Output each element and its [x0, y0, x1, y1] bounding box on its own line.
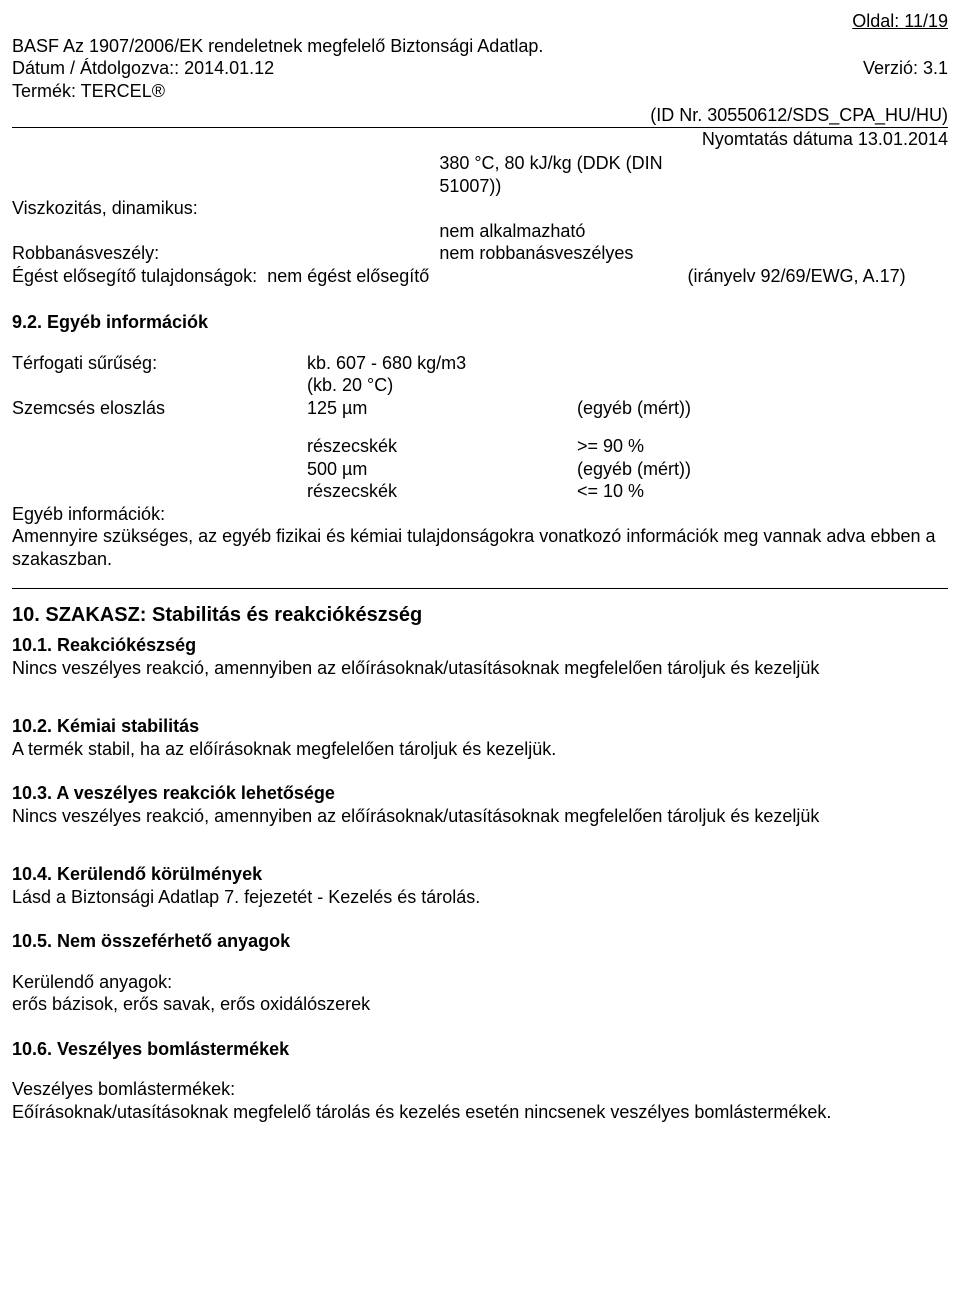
- header-company-line: BASF Az 1907/2006/EK rendeletnek megfele…: [12, 35, 948, 58]
- particle-row2-b: (egyéb (mért)): [577, 458, 877, 481]
- section-separator: [12, 588, 948, 589]
- bulk-density-value2: (kb. 20 °C): [307, 374, 577, 397]
- section-10-5-label: Kerülendő anyagok:: [12, 971, 948, 994]
- spacer: [12, 435, 307, 458]
- particle-row1-b: >= 90 %: [577, 435, 877, 458]
- section-10-4-heading: 10.4. Kerülendő körülmények: [12, 863, 948, 886]
- other-info-label: Egyéb információk:: [12, 503, 948, 526]
- spacer: [688, 152, 949, 197]
- spacer: [12, 480, 307, 503]
- explosion-label: Robbanásveszély:: [12, 242, 439, 265]
- bulk-density-value1: kb. 607 - 680 kg/m3: [307, 352, 577, 375]
- particle-dist-v1: 125 µm: [307, 397, 577, 420]
- section-10-6-label: Veszélyes bomlástermékek:: [12, 1078, 948, 1101]
- section-10-3-heading: 10.3. A veszélyes reakciók lehetősége: [12, 782, 948, 805]
- spacer: [439, 265, 687, 288]
- bulk-density-label: Térfogati sűrűség:: [12, 352, 307, 375]
- header-print-date: Nyomtatás dátuma 13.01.2014: [12, 128, 948, 151]
- other-info-text: Amennyire szükséges, az egyéb fizikai és…: [12, 525, 948, 570]
- page-number: Oldal: 11/19: [12, 10, 948, 33]
- spacer: [577, 352, 877, 375]
- section-10-2-heading: 10.2. Kémiai stabilitás: [12, 715, 948, 738]
- oxidizing-ref: (irányelv 92/69/EWG, A.17): [688, 265, 949, 288]
- particle-dist-ref1: (egyéb (mért)): [577, 397, 877, 420]
- header-version: Verzió: 3.1: [863, 57, 948, 80]
- explosion-value: nem robbanásveszélyes: [439, 242, 687, 265]
- ddk-value: 380 °C, 80 kJ/kg (DDK (DIN 51007)): [439, 152, 687, 197]
- section-10-5-heading: 10.5. Nem összeférhető anyagok: [12, 930, 948, 953]
- viscosity-value: nem alkalmazható: [439, 220, 687, 243]
- oxidizing-label: Égést elősegítő tulajdonságok:: [12, 266, 257, 286]
- section-10-1-heading: 10.1. Reakciókészség: [12, 634, 948, 657]
- particle-row1-a: részecskék: [307, 435, 577, 458]
- section-10-title: 10. SZAKASZ: Stabilitás és reakciókészsé…: [12, 603, 948, 628]
- particle-dist-label: Szemcsés eloszlás: [12, 397, 307, 420]
- section-10-6-heading: 10.6. Veszélyes bomlástermékek: [12, 1038, 948, 1061]
- spacer: [12, 152, 439, 197]
- header-date: Dátum / Átdolgozva:: 2014.01.12: [12, 57, 274, 80]
- spacer: [12, 374, 307, 397]
- particle-row3-a: részecskék: [307, 480, 577, 503]
- section-9-2-heading: 9.2. Egyéb információk: [12, 311, 948, 334]
- particle-row2-a: 500 µm: [307, 458, 577, 481]
- section-10-1-text: Nincs veszélyes reakció, amennyiben az e…: [12, 657, 948, 680]
- section-10-4-text: Lásd a Biztonsági Adatlap 7. fejezetét -…: [12, 886, 948, 909]
- spacer: [12, 220, 439, 243]
- section-10-6-text: Eőírásoknak/utasításoknak megfelelő táro…: [12, 1101, 948, 1124]
- viscosity-label: Viszkozitás, dinamikus:: [12, 197, 439, 220]
- spacer: [12, 458, 307, 481]
- header-product: Termék: TERCEL®: [12, 80, 948, 103]
- section-10-5-text: erős bázisok, erős savak, erős oxidálósz…: [12, 993, 948, 1016]
- section-10-3-text: Nincs veszélyes reakció, amennyiben az e…: [12, 805, 948, 828]
- particle-row3-b: <= 10 %: [577, 480, 877, 503]
- oxidizing-value: nem égést elősegítő: [267, 266, 429, 286]
- header-id: (ID Nr. 30550612/SDS_CPA_HU/HU): [12, 104, 948, 127]
- section-10-2-text: A termék stabil, ha az előírásoknak megf…: [12, 738, 948, 761]
